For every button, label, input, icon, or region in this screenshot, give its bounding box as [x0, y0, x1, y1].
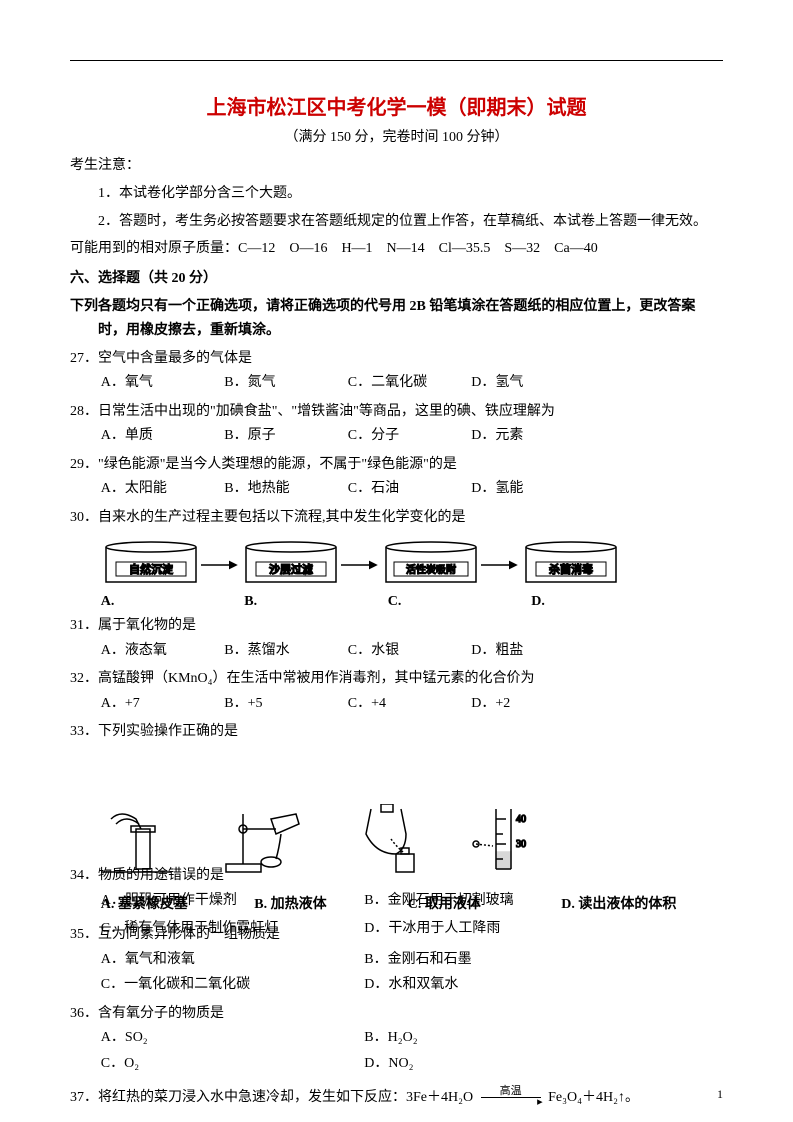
q37-condition: 高温	[481, 1082, 541, 1101]
question-33: 33．下列实验操作正确的是	[70, 720, 723, 744]
q29-opt-d: D．氢能	[471, 476, 591, 501]
q29-number: 29．	[70, 457, 98, 472]
q33-fig-d-icon: 40 30	[471, 804, 531, 874]
q36-opt-a: A．SO₂	[101, 1025, 361, 1050]
section-6-instruction: 下列各题均只有一个正确选项，请将正确选项的代号用 2B 铅笔填涂在答题纸的相应位…	[70, 295, 723, 343]
q30-label-d: D.	[531, 594, 671, 610]
q36-opt-b: B．H₂O₂	[364, 1025, 624, 1050]
question-31: 31．属于氧化物的是 A．液态氧 B．蒸馏水 C．水银 D．粗盐	[70, 614, 723, 663]
q31-text: 属于氧化物的是	[98, 618, 196, 633]
q29-opt-c: C．石油	[348, 476, 468, 501]
notice-item-2: 2．答题时，考生务必按答题要求在答题纸规定的位置上作答，在草稿纸、本试卷上答题一…	[70, 210, 723, 234]
reaction-arrow-icon: 高温 ▸	[481, 1097, 541, 1098]
q32-number: 32．	[70, 671, 98, 686]
q35-opt-b: B．金刚石和石墨	[364, 947, 624, 972]
q27-number: 27．	[70, 351, 98, 366]
q33-fig-c-icon	[351, 804, 431, 874]
q28-text: 日常生活中出现的"加碘食盐"、"增铁酱油"等商品，这里的碘、铁应理解为	[98, 404, 555, 419]
exam-subtitle: （满分 150 分，完卷时间 100 分钟）	[70, 126, 723, 146]
q31-opt-c: C．水银	[348, 638, 468, 663]
q30-label-a: A.	[101, 594, 241, 610]
q33-number: 33．	[70, 724, 98, 739]
q30-number: 30．	[70, 510, 98, 525]
svg-text:自然沉淀: 自然沉淀	[129, 562, 173, 576]
svg-text:沙层过滤: 沙层过滤	[269, 563, 313, 576]
q34-text: 物质的用途错误的是	[98, 868, 224, 883]
section-6-header: 六、选择题（共 20 分）	[70, 267, 723, 291]
q36-opt-d: D．NO₂	[364, 1051, 624, 1076]
top-horizontal-rule	[70, 60, 723, 61]
q30-label-b: B.	[244, 594, 384, 610]
question-32: 32．高锰酸钾（KMnO₄）在生活中常被用作消毒剂，其中锰元素的化合价为 A．+…	[70, 667, 723, 716]
question-37: 37．将红热的菜刀浸入水中急速冷却，发生如下反应：3Fe＋4H₂O 高温 ▸ F…	[70, 1086, 723, 1110]
q31-opt-a: A．液态氧	[101, 638, 221, 663]
question-36: 36．含有氧分子的物质是 A．SO₂ B．H₂O₂ C．O₂ D．NO₂	[70, 1002, 723, 1076]
svg-text:活性炭吸附: 活性炭吸附	[406, 563, 456, 576]
q36-number: 36．	[70, 1006, 98, 1021]
notice-header: 考生注意：	[70, 154, 723, 178]
q36-text: 含有氧分子的物质是	[98, 1006, 224, 1021]
q32-text: 高锰酸钾（KMnO₄）在生活中常被用作消毒剂，其中锰元素的化合价为	[98, 671, 535, 686]
q27-opt-b: B．氮气	[224, 370, 344, 395]
q37-text-before: 将红热的菜刀浸入水中急速冷却，发生如下反应：3Fe＋4H₂O	[98, 1090, 473, 1105]
notice-item-1: 1．本试卷化学部分含三个大题。	[70, 182, 723, 206]
question-28: 28．日常生活中出现的"加碘食盐"、"增铁酱油"等商品，这里的碘、铁应理解为 A…	[70, 400, 723, 449]
q34-opt-d: D．干冰用于人工降雨	[364, 916, 624, 941]
atomic-mass-line: 可能用到的相对原子质量：C—12 O—16 H—1 N—14 Cl—35.5 S…	[70, 237, 723, 261]
q32-opt-b: B．+5	[224, 691, 344, 716]
q28-opt-c: C．分子	[348, 423, 468, 448]
question-27: 27．空气中含量最多的气体是 A．氧气 B．氮气 C．二氧化碳 D．氢气	[70, 347, 723, 396]
q31-opt-d: D．粗盐	[471, 638, 591, 663]
q34-number: 34．	[70, 868, 98, 883]
q30-label-c: C.	[388, 594, 528, 610]
q27-opt-d: D．氢气	[471, 370, 591, 395]
q36-opt-c: C．O₂	[101, 1051, 361, 1076]
q28-opt-b: B．原子	[224, 423, 344, 448]
q29-opt-b: B．地热能	[224, 476, 344, 501]
q37-text-after: Fe₃O₄＋4H₂↑。	[548, 1090, 639, 1105]
q28-number: 28．	[70, 404, 98, 419]
svg-text:40: 40	[516, 814, 526, 825]
q35-number: 35．	[70, 927, 98, 942]
svg-text:30: 30	[516, 839, 526, 850]
q32-opt-a: A．+7	[101, 691, 221, 716]
page-number: 1	[717, 1087, 723, 1102]
q35-opt-c: C．一氧化碳和二氧化碳	[101, 972, 361, 997]
q32-opt-c: C．+4	[348, 691, 468, 716]
q29-text: "绿色能源"是当今人类理想的能源，不属于"绿色能源"的是	[98, 457, 457, 472]
question-30: 30．自来水的生产过程主要包括以下流程,其中发生化学变化的是	[70, 506, 723, 530]
q27-text: 空气中含量最多的气体是	[98, 351, 252, 366]
q30-text: 自来水的生产过程主要包括以下流程,其中发生化学变化的是	[98, 510, 466, 525]
q30-diagram: 自然沉淀 沙层过滤 活性炭吸附	[70, 537, 723, 592]
q37-number: 37．	[70, 1090, 98, 1105]
q31-opt-b: B．蒸馏水	[224, 638, 344, 663]
q33-text: 下列实验操作正确的是	[98, 724, 238, 739]
q28-opt-a: A．单质	[101, 423, 221, 448]
q30-diagram-labels: A. B. C. D.	[70, 594, 723, 610]
exam-title: 上海市松江区中考化学一模（即期末）试题	[70, 91, 723, 120]
q31-number: 31．	[70, 618, 98, 633]
q35-opt-a: A．氧气和液氧	[101, 947, 361, 972]
q27-opt-a: A．氧气	[101, 370, 221, 395]
q29-opt-a: A．太阳能	[101, 476, 221, 501]
question-29: 29．"绿色能源"是当今人类理想的能源，不属于"绿色能源"的是 A．太阳能 B．…	[70, 453, 723, 502]
q27-opt-c: C．二氧化碳	[348, 370, 468, 395]
q33-fig-b-icon	[221, 804, 311, 874]
q28-opt-d: D．元素	[471, 423, 591, 448]
q35-text: 互为同素异形体的一组物质是	[98, 927, 280, 942]
svg-text:杀菌消毒: 杀菌消毒	[549, 562, 593, 576]
q32-opt-d: D．+2	[471, 691, 591, 716]
q35-opt-d: D．水和双氧水	[364, 972, 624, 997]
